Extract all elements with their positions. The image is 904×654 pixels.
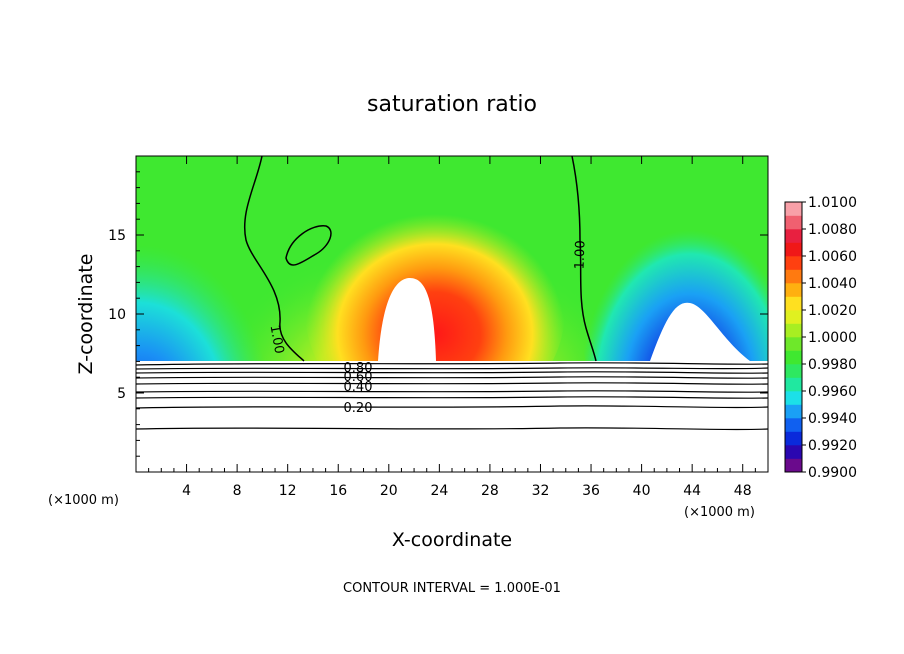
colorbar-swatch — [785, 242, 802, 257]
contour-label-0.60: 0.60 — [344, 370, 373, 385]
colorbar-swatch — [785, 445, 802, 459]
colorbar-label: 0.9940 — [808, 411, 857, 427]
x-tick-label: 48 — [734, 483, 752, 499]
lower-contours — [136, 362, 768, 431]
colorbar-label: 0.9900 — [808, 465, 857, 481]
footer-note: CONTOUR INTERVAL = 1.000E-01 — [343, 581, 561, 596]
colorbar-swatch — [785, 418, 802, 432]
colorbar-swatch — [785, 350, 802, 365]
colorbar-label: 0.9920 — [808, 438, 857, 454]
contour-1.00-loop — [285, 225, 332, 266]
contour-label-right-1.00: 1.00 — [573, 240, 589, 269]
colorbar-swatch — [785, 404, 802, 419]
colorbar-swatch — [785, 256, 802, 270]
colorbar-swatch — [785, 337, 802, 351]
colorbar-swatch — [785, 269, 802, 284]
y-axis-title: Z-coordinate — [75, 254, 97, 375]
x-unit-left: (×1000 m) — [48, 493, 119, 508]
colorbar-label: 1.0080 — [808, 222, 857, 238]
x-tick-label: 28 — [481, 483, 499, 499]
white-dome-right — [650, 302, 750, 361]
colorbar-label: 0.9980 — [808, 357, 857, 373]
x-tick-label: 12 — [279, 483, 297, 499]
contour-1.00-right — [571, 156, 597, 362]
x-tick-label: 36 — [582, 483, 600, 499]
colorbar-swatch — [785, 202, 802, 216]
colorbar-swatch — [785, 364, 802, 378]
x-tick-label: 20 — [380, 483, 398, 499]
colorbar-swatch — [785, 431, 802, 446]
plot-area: 1.00 1.00 0.80 0.60 0.40 0.20 — [136, 156, 768, 472]
x-tick-label: 44 — [683, 483, 701, 499]
x-axis-title: X-coordinate — [392, 529, 512, 551]
chart-title: saturation ratio — [367, 92, 537, 117]
x-tick-label: 8 — [233, 483, 242, 499]
colorbar-swatch — [785, 458, 802, 473]
white-dome-left — [378, 278, 436, 361]
colorbar-swatch — [785, 296, 802, 311]
colorbar-swatch — [785, 391, 802, 405]
colorbar-label: 1.0060 — [808, 249, 857, 265]
colorbar-swatch — [785, 377, 802, 392]
x-axis: 4 8 12 16 20 24 28 32 36 40 44 48 — [148, 156, 756, 499]
colorbar-swatch — [785, 323, 802, 338]
x-tick-label: 4 — [182, 483, 191, 499]
contour-label-left-1.00: 1.00 — [267, 324, 287, 355]
x-tick-label: 40 — [633, 483, 651, 499]
colorbar-label: 1.0100 — [808, 195, 857, 211]
lower-field — [136, 361, 768, 472]
y-tick-label: 15 — [108, 228, 126, 244]
contour-1.00-left — [244, 156, 305, 362]
colorbar-swatch — [785, 310, 802, 324]
x-tick-label: 32 — [532, 483, 550, 499]
y-axis: 5 10 15 — [108, 171, 768, 457]
x-unit-right: (×1000 m) — [684, 505, 755, 520]
contour-label-0.40: 0.40 — [344, 380, 373, 395]
colorbar-label: 1.0040 — [808, 276, 857, 292]
colorbar-label: 1.0020 — [808, 303, 857, 319]
colorbar: 1.0100 1.0080 1.0060 1.0040 1.0020 1.0000 0.99… — [784, 195, 857, 481]
contour-label-0.80: 0.80 — [344, 361, 373, 376]
colorbar-label: 0.9960 — [808, 384, 857, 400]
contour-label-0.20: 0.20 — [344, 401, 373, 416]
colorbar-swatch — [785, 215, 802, 230]
colorbar-swatch — [785, 283, 802, 297]
x-tick-label: 24 — [430, 483, 448, 499]
x-tick-label: 16 — [329, 483, 347, 499]
colorbar-swatch — [785, 229, 802, 243]
colorbar-label: 1.0000 — [808, 330, 857, 346]
y-tick-label: 5 — [117, 386, 126, 402]
y-tick-label: 10 — [108, 307, 126, 323]
